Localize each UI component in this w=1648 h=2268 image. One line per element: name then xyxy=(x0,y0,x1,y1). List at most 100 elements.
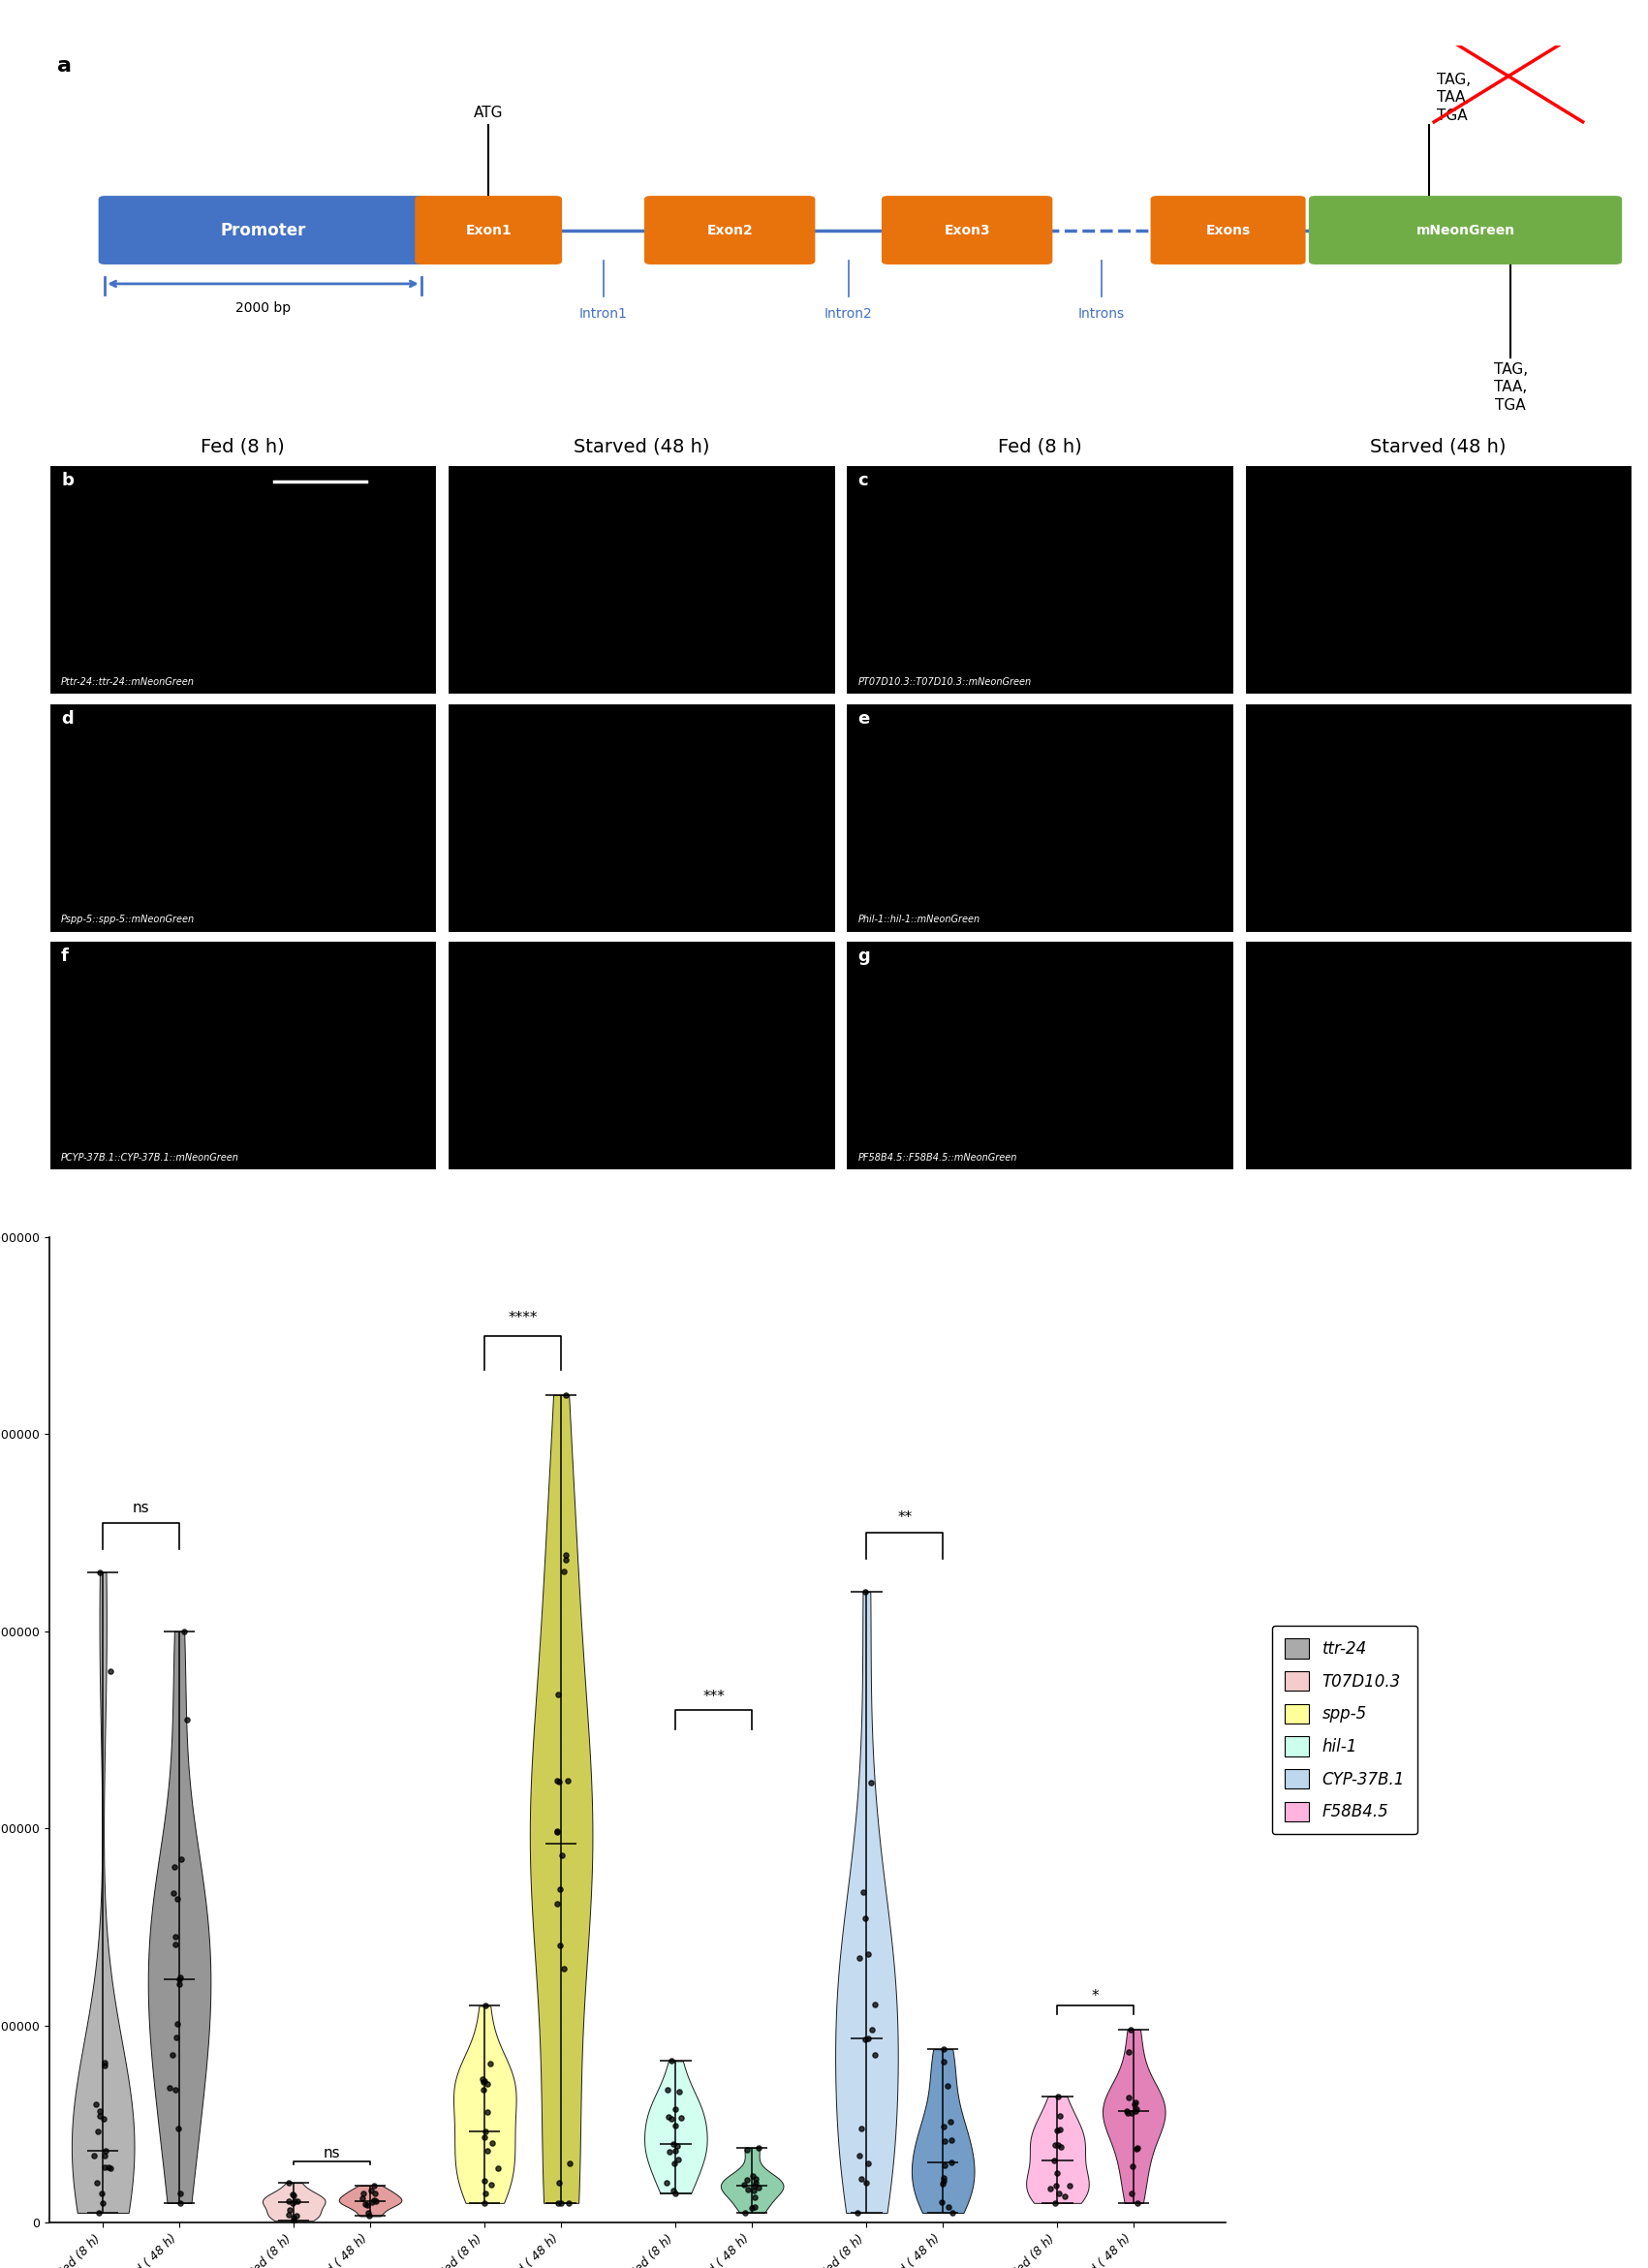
Point xyxy=(1122,2130,1149,2166)
Point xyxy=(550,1950,577,1987)
Point xyxy=(280,2202,307,2239)
Point xyxy=(1043,2155,1070,2191)
Point xyxy=(275,2164,302,2200)
Point xyxy=(471,2118,498,2155)
Point xyxy=(1114,2093,1140,2130)
Point xyxy=(557,2146,583,2182)
Point xyxy=(473,2175,499,2211)
Text: 2000 bp: 2000 bp xyxy=(236,302,290,315)
Point xyxy=(162,1848,188,1885)
Point xyxy=(471,2161,498,2198)
Point xyxy=(862,2037,888,2073)
Point xyxy=(931,2107,957,2143)
Text: a: a xyxy=(58,57,73,75)
Point xyxy=(157,2071,183,2107)
Text: Pspp-5::spp-5::mNeonGreen: Pspp-5::spp-5::mNeonGreen xyxy=(61,914,194,925)
Point xyxy=(87,2093,114,2130)
Point xyxy=(732,2195,758,2232)
Point xyxy=(358,2173,384,2209)
Point xyxy=(938,2123,964,2159)
Point xyxy=(277,2191,303,2227)
Point xyxy=(742,2180,768,2216)
Point xyxy=(480,2125,506,2161)
Text: Introns: Introns xyxy=(1078,306,1126,320)
Text: ***: *** xyxy=(702,1690,725,1703)
Text: Intron1: Intron1 xyxy=(578,306,628,320)
Point xyxy=(742,2189,768,2225)
Text: c: c xyxy=(859,472,868,490)
Point xyxy=(280,2200,307,2236)
Point xyxy=(1116,2080,1142,2116)
Point xyxy=(160,1876,186,1912)
Point xyxy=(855,2146,882,2182)
Point xyxy=(280,2177,307,2214)
Point xyxy=(931,2148,957,2184)
Point xyxy=(847,2136,873,2173)
Point xyxy=(1042,2127,1068,2164)
Point xyxy=(664,2127,691,2164)
Point xyxy=(547,1928,574,1964)
Point xyxy=(280,2175,307,2211)
Point xyxy=(738,2191,765,2227)
Point xyxy=(1046,2098,1073,2134)
Point xyxy=(934,2068,961,2105)
Point xyxy=(662,2175,689,2211)
Point xyxy=(854,2166,880,2202)
Point xyxy=(470,2064,496,2100)
Text: Phil-1::hil-1::mNeonGreen: Phil-1::hil-1::mNeonGreen xyxy=(859,914,981,925)
Point xyxy=(97,2150,124,2186)
Text: mNeonGreen: mNeonGreen xyxy=(1416,222,1515,236)
Point xyxy=(92,2132,119,2168)
Point xyxy=(92,2048,119,2084)
Point xyxy=(1042,2143,1068,2180)
Point xyxy=(166,1966,193,2003)
Point xyxy=(552,1377,578,1413)
Point xyxy=(549,1837,575,1873)
Point xyxy=(351,2175,377,2211)
Point xyxy=(667,2100,694,2136)
Point xyxy=(473,2093,499,2130)
Text: Promoter: Promoter xyxy=(221,222,307,238)
Point xyxy=(661,2173,687,2209)
Text: **: ** xyxy=(897,1510,911,1524)
Point xyxy=(363,2184,389,2220)
Point xyxy=(89,2184,115,2220)
Point xyxy=(545,2166,572,2202)
Point xyxy=(171,1613,198,1649)
Point xyxy=(936,2105,962,2141)
Point xyxy=(353,2186,379,2223)
Point xyxy=(852,2021,878,2057)
Point xyxy=(475,2066,501,2102)
Point xyxy=(473,2114,499,2150)
Point xyxy=(1056,2168,1083,2204)
Point xyxy=(654,2098,681,2134)
Point xyxy=(473,1987,499,2023)
Point xyxy=(845,1939,872,1975)
Point xyxy=(666,2141,692,2177)
Point xyxy=(1045,2175,1071,2211)
Point xyxy=(852,1901,878,1937)
Point xyxy=(850,1873,877,1910)
Point xyxy=(844,2195,870,2232)
Point xyxy=(735,2170,761,2207)
Point xyxy=(939,2195,966,2232)
Point xyxy=(555,1762,582,1799)
Point xyxy=(84,2166,110,2202)
Point xyxy=(91,2100,117,2136)
Point xyxy=(658,2134,684,2170)
Point xyxy=(89,2175,115,2211)
Text: e: e xyxy=(859,710,870,728)
Point xyxy=(742,2166,768,2202)
Point xyxy=(545,1676,572,1712)
Point xyxy=(275,2195,302,2232)
Point xyxy=(1043,2168,1070,2204)
Point xyxy=(91,2150,117,2186)
Point xyxy=(87,1554,114,1590)
Text: Intron2: Intron2 xyxy=(824,306,872,320)
Point xyxy=(544,1814,570,1851)
Point xyxy=(931,2043,957,2080)
Point xyxy=(662,2107,689,2143)
Point xyxy=(1114,2096,1140,2132)
Point xyxy=(552,1542,578,1579)
Point xyxy=(545,1762,572,1799)
